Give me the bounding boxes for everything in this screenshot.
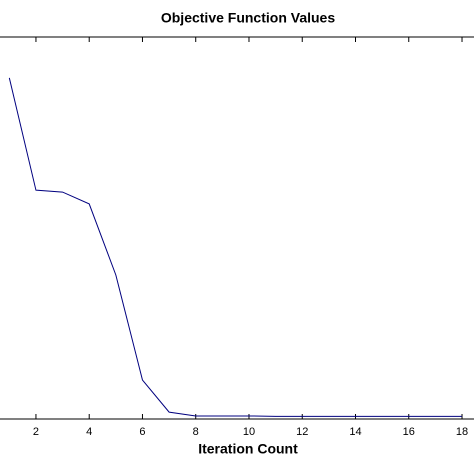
x-tick-label: 8 [193, 426, 199, 438]
x-tick-label: 12 [296, 426, 308, 438]
x-tick-label: 6 [139, 426, 145, 438]
x-tick-label: 4 [86, 426, 92, 438]
x-tick-label: 2 [33, 426, 39, 438]
x-tick-label: 16 [403, 426, 415, 438]
x-tick-label: 10 [243, 426, 255, 438]
line-series [8, 77, 463, 417]
x-tick-label: 14 [349, 426, 361, 438]
chart-title: Objective Function Values [161, 10, 335, 26]
x-axis-label: Iteration Count [198, 441, 298, 457]
x-tick-label: 18 [456, 426, 468, 438]
